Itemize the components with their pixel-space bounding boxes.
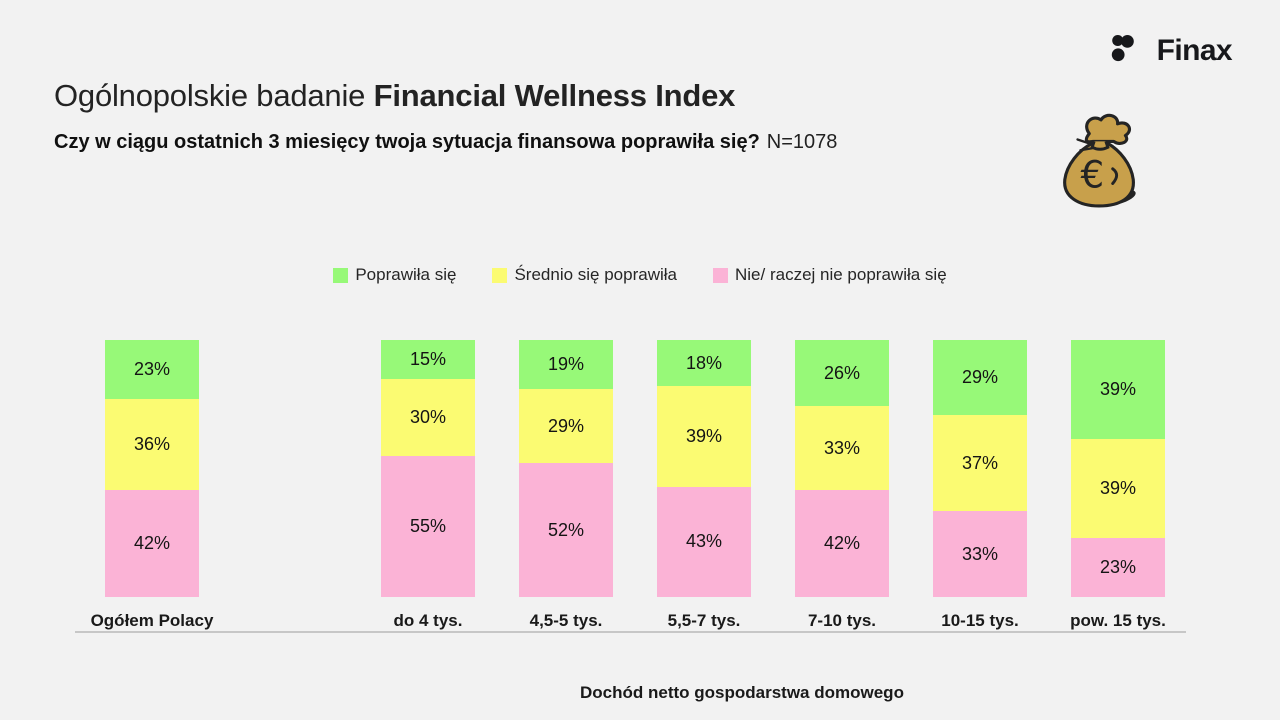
bar-column: 19% 29% 52% 4,5-5 tys. — [497, 340, 635, 631]
bar-segment-label: 18% — [685, 352, 723, 373]
stacked-bar: 26% 33% 42% — [795, 340, 889, 597]
bar-segment: 29% — [519, 388, 613, 464]
bar-segment-label: 15% — [409, 348, 447, 369]
bar-segment-label: 23% — [1099, 557, 1137, 578]
bar-segment-label: 43% — [685, 531, 723, 552]
stacked-bar: 29% 37% 33% — [933, 340, 1027, 597]
finax-logo-icon — [1111, 34, 1134, 62]
stacked-bar: 23% 36% 42% — [105, 340, 199, 598]
bar-segment: 39% — [1071, 439, 1165, 539]
plot-area: 23% 36% 42% Ogółem Polacy 15% 30% 55% do 4 tys.… — [83, 340, 1187, 631]
bar-segment-label: 55% — [409, 515, 447, 536]
bar-column: 29% 37% 33% 10-15 tys. — [911, 340, 1049, 631]
x-axis-line — [75, 631, 1186, 633]
legend-swatch — [333, 267, 349, 283]
page-title-bold: Financial Wellness Index — [373, 78, 736, 113]
legend-label: Nie/ raczej nie poprawiła się — [735, 265, 947, 284]
page-title: Ogólnopolskie badanie Financial Wellness… — [54, 78, 735, 114]
bar-segment-label: 26% — [823, 362, 861, 383]
bar-segment: 33% — [795, 406, 889, 491]
legend-label: Średnio się poprawiła — [514, 265, 677, 284]
legend-swatch — [492, 267, 508, 283]
survey-question: Czy w ciągu ostatnich 3 miesięcy twoja s… — [54, 131, 837, 154]
bar-segment: 23% — [1071, 538, 1165, 597]
legend-item: Nie/ raczej nie poprawiła się — [713, 265, 947, 285]
bar-column: 18% 39% 43% 5,5-7 tys. — [635, 340, 773, 631]
survey-question-text: Czy w ciągu ostatnich 3 miesięcy twoja s… — [54, 131, 760, 153]
bar-segment: 39% — [1071, 340, 1165, 440]
category-label: 10-15 tys. — [941, 611, 1019, 630]
bar-segment-label: 42% — [823, 533, 861, 554]
bar-segment-label: 23% — [133, 358, 171, 379]
bar-segment: 52% — [519, 463, 613, 597]
bar-segment-label: 19% — [547, 353, 585, 374]
category-label: 7-10 tys. — [807, 611, 877, 630]
bar-segment: 18% — [657, 340, 751, 387]
legend-item: Poprawiła się — [333, 265, 456, 285]
bar-segment: 33% — [933, 511, 1027, 597]
bar-segment-label: 39% — [1099, 478, 1137, 499]
stacked-bar: 18% 39% 43% — [657, 340, 751, 598]
category-label: 5,5-7 tys. — [667, 611, 741, 630]
bar-column: 23% 36% 42% Ogółem Polacy — [83, 340, 221, 631]
bar-segment-label: 29% — [961, 367, 999, 388]
bar-segment: 23% — [105, 340, 199, 399]
column-spacer — [221, 340, 359, 631]
category-label: 4,5-5 tys. — [529, 611, 603, 630]
bar-segment-label: 30% — [409, 406, 447, 427]
bar-segment: 29% — [933, 340, 1027, 416]
legend-label: Poprawiła się — [355, 265, 457, 284]
category-label: Ogółem Polacy — [90, 611, 214, 630]
bar-segment-label: 52% — [547, 519, 585, 540]
bar-segment-label: 39% — [1099, 379, 1137, 400]
legend-item: Średnio się poprawiła — [492, 265, 677, 285]
bar-segment: 42% — [105, 490, 199, 598]
bar-segment-label: 37% — [961, 452, 999, 473]
bar-segment-label: 29% — [547, 415, 585, 436]
bar-segment: 19% — [519, 340, 613, 389]
bar-segment-label: 39% — [685, 425, 723, 446]
bar-column: 39% 39% 23% pow. 15 tys. — [1049, 340, 1187, 631]
bar-segment: 37% — [933, 415, 1027, 512]
stacked-bar: 15% 30% 55% — [381, 340, 475, 597]
category-label: pow. 15 tys. — [1070, 611, 1166, 630]
bar-segment: 30% — [381, 378, 475, 456]
bar-segment-label: 36% — [133, 433, 171, 454]
bar-segment-label: 33% — [961, 543, 999, 564]
bar-segment-label: 42% — [133, 533, 171, 554]
bar-segment: 15% — [381, 340, 475, 379]
bar-segment: 55% — [381, 455, 475, 597]
x-axis-title: Dochód netto gospodarstwa domowego — [580, 683, 904, 702]
chart-legend: Poprawiła się Średnio się poprawiła Nie/ r… — [0, 265, 1280, 285]
svg-text:€: € — [1080, 153, 1104, 196]
stacked-bar: 39% 39% 23% — [1071, 340, 1165, 597]
bar-segment: 39% — [657, 386, 751, 487]
bar-segment: 43% — [657, 486, 751, 598]
sample-size: N=1078 — [766, 131, 838, 153]
finax-logo-text: Finax — [1156, 34, 1233, 67]
bar-column: 15% 30% 55% do 4 tys. — [359, 340, 497, 631]
bar-segment-label: 33% — [823, 437, 861, 458]
bar-segment: 42% — [795, 490, 889, 597]
page-title-regular: Ogólnopolskie badanie — [54, 78, 374, 113]
bar-segment: 36% — [105, 398, 199, 491]
stacked-bar: 19% 29% 52% — [519, 340, 613, 597]
category-label: do 4 tys. — [393, 611, 463, 630]
bar-column: 26% 33% 42% 7-10 tys. — [773, 340, 911, 631]
money-bag-euro-icon: € — [1063, 113, 1136, 208]
finax-logo: Finax — [1106, 32, 1233, 70]
bar-segment: 26% — [795, 340, 889, 407]
legend-swatch — [713, 267, 728, 283]
